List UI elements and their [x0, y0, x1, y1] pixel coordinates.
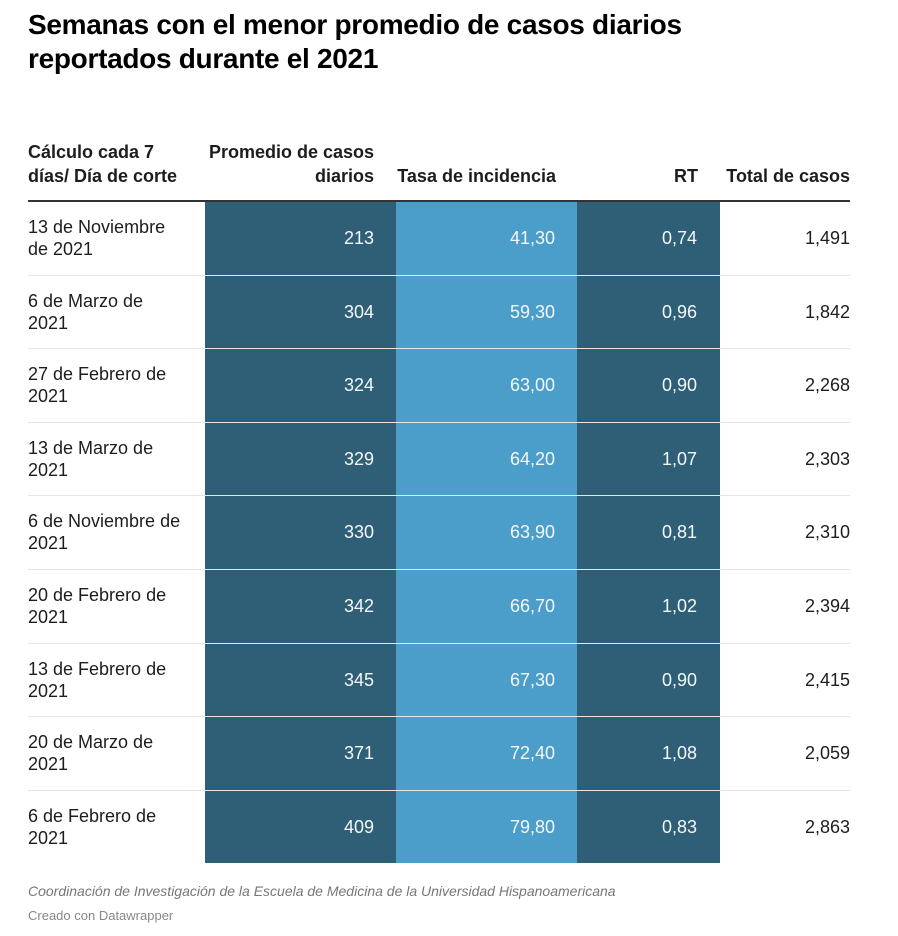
- table-body: 13 de Noviembre de 2021 213 41,30 0,74 1,491…: [28, 202, 850, 864]
- cell-promedio: 330: [343, 522, 374, 543]
- cell-tasa: 79,80: [509, 816, 555, 837]
- cell-rt: 0,81: [661, 522, 697, 543]
- table-row: 13 de Marzo de 2021 329 64,20 1,07 2,303: [28, 423, 850, 497]
- cell-rt: 0,90: [661, 375, 697, 396]
- cell-date: 20 de Febrero de 2021: [28, 584, 167, 627]
- cell-total: 1,842: [804, 301, 850, 322]
- cell-rt: 0,74: [661, 228, 697, 248]
- cell-tasa: 41,30: [509, 228, 555, 248]
- cell-total: 2,863: [804, 816, 850, 837]
- cell-promedio: 304: [343, 301, 374, 322]
- table-header: Cálculo cada 7 días/ Día de corte Promed…: [28, 114, 850, 202]
- cell-promedio: 345: [343, 669, 374, 690]
- column-highlight-promedio: [205, 202, 396, 864]
- cell-tasa: 64,20: [509, 448, 555, 469]
- table-row: 27 de Febrero de 2021 324 63,00 0,90 2,268: [28, 349, 850, 423]
- cell-total: 2,310: [804, 522, 850, 543]
- cell-tasa: 67,30: [509, 669, 555, 690]
- cell-promedio: 329: [343, 448, 374, 469]
- cell-promedio: 409: [343, 816, 374, 837]
- table-row: 13 de Noviembre de 2021 213 41,30 0,74 1,491: [28, 202, 850, 276]
- cell-promedio: 342: [343, 595, 374, 616]
- cell-date: 13 de Febrero de 2021: [28, 658, 167, 701]
- cell-date: 20 de Marzo de 2021: [28, 732, 154, 775]
- data-table: Cálculo cada 7 días/ Día de corte Promed…: [28, 114, 850, 864]
- cell-date: 13 de Noviembre de 2021: [28, 217, 166, 259]
- cell-total: 2,415: [804, 669, 850, 690]
- cell-date: 6 de Marzo de 2021: [28, 290, 144, 333]
- column-header-date[interactable]: Cálculo cada 7 días/ Día de corte: [28, 142, 178, 186]
- cell-tasa: 66,70: [509, 595, 555, 616]
- cell-promedio: 324: [343, 375, 374, 396]
- cell-tasa: 59,30: [509, 301, 555, 322]
- column-highlight-rt: [577, 202, 720, 864]
- table-row: 20 de Marzo de 2021 371 72,40 1,08 2,059: [28, 717, 850, 791]
- source-note: Coordinación de Investigación de la Escu…: [28, 883, 616, 899]
- table-row: 6 de Febrero de 2021 409 79,80 0,83 2,863: [28, 791, 850, 864]
- cell-total: 2,303: [804, 448, 850, 469]
- column-header-tasa[interactable]: Tasa de incidencia: [397, 166, 556, 186]
- cell-promedio: 371: [343, 743, 374, 764]
- cell-total: 1,491: [804, 228, 850, 248]
- table-row: 6 de Noviembre de 2021 330 63,90 0,81 2,310: [28, 496, 850, 570]
- cell-rt: 0,90: [661, 669, 697, 690]
- cell-total: 2,394: [804, 595, 850, 616]
- cell-rt: 1,08: [661, 743, 697, 764]
- cell-rt: 1,02: [661, 595, 697, 616]
- column-header-total[interactable]: Total de casos: [726, 166, 850, 186]
- cell-rt: 1,07: [661, 448, 697, 469]
- credit-link[interactable]: Creado con Datawrapper: [28, 908, 174, 923]
- chart-title: Semanas con el menor promedio de casos d…: [28, 9, 682, 74]
- cell-date: 6 de Noviembre de 2021: [28, 511, 181, 554]
- column-header-rt[interactable]: RT: [674, 166, 698, 186]
- cell-total: 2,268: [804, 375, 850, 396]
- cell-date: 6 de Febrero de 2021: [28, 805, 157, 848]
- cell-tasa: 63,90: [509, 522, 555, 543]
- cell-date: 27 de Febrero de 2021: [28, 364, 167, 407]
- cell-tasa: 63,00: [509, 375, 555, 396]
- cell-date: 13 de Marzo de 2021: [28, 437, 154, 480]
- cell-rt: 0,83: [661, 816, 697, 837]
- table-row: 6 de Marzo de 2021 304 59,30 0,96 1,842: [28, 276, 850, 350]
- cell-promedio: 213: [343, 228, 374, 248]
- cell-rt: 0,96: [661, 301, 697, 322]
- cell-tasa: 72,40: [509, 743, 555, 764]
- column-header-promedio[interactable]: Promedio de casos diarios: [208, 142, 374, 186]
- table-row: 13 de Febrero de 2021 345 67,30 0,90 2,415: [28, 644, 850, 718]
- cell-total: 2,059: [804, 743, 850, 764]
- table-row: 20 de Febrero de 2021 342 66,70 1,02 2,394: [28, 570, 850, 644]
- column-highlight-tasa: [396, 202, 577, 864]
